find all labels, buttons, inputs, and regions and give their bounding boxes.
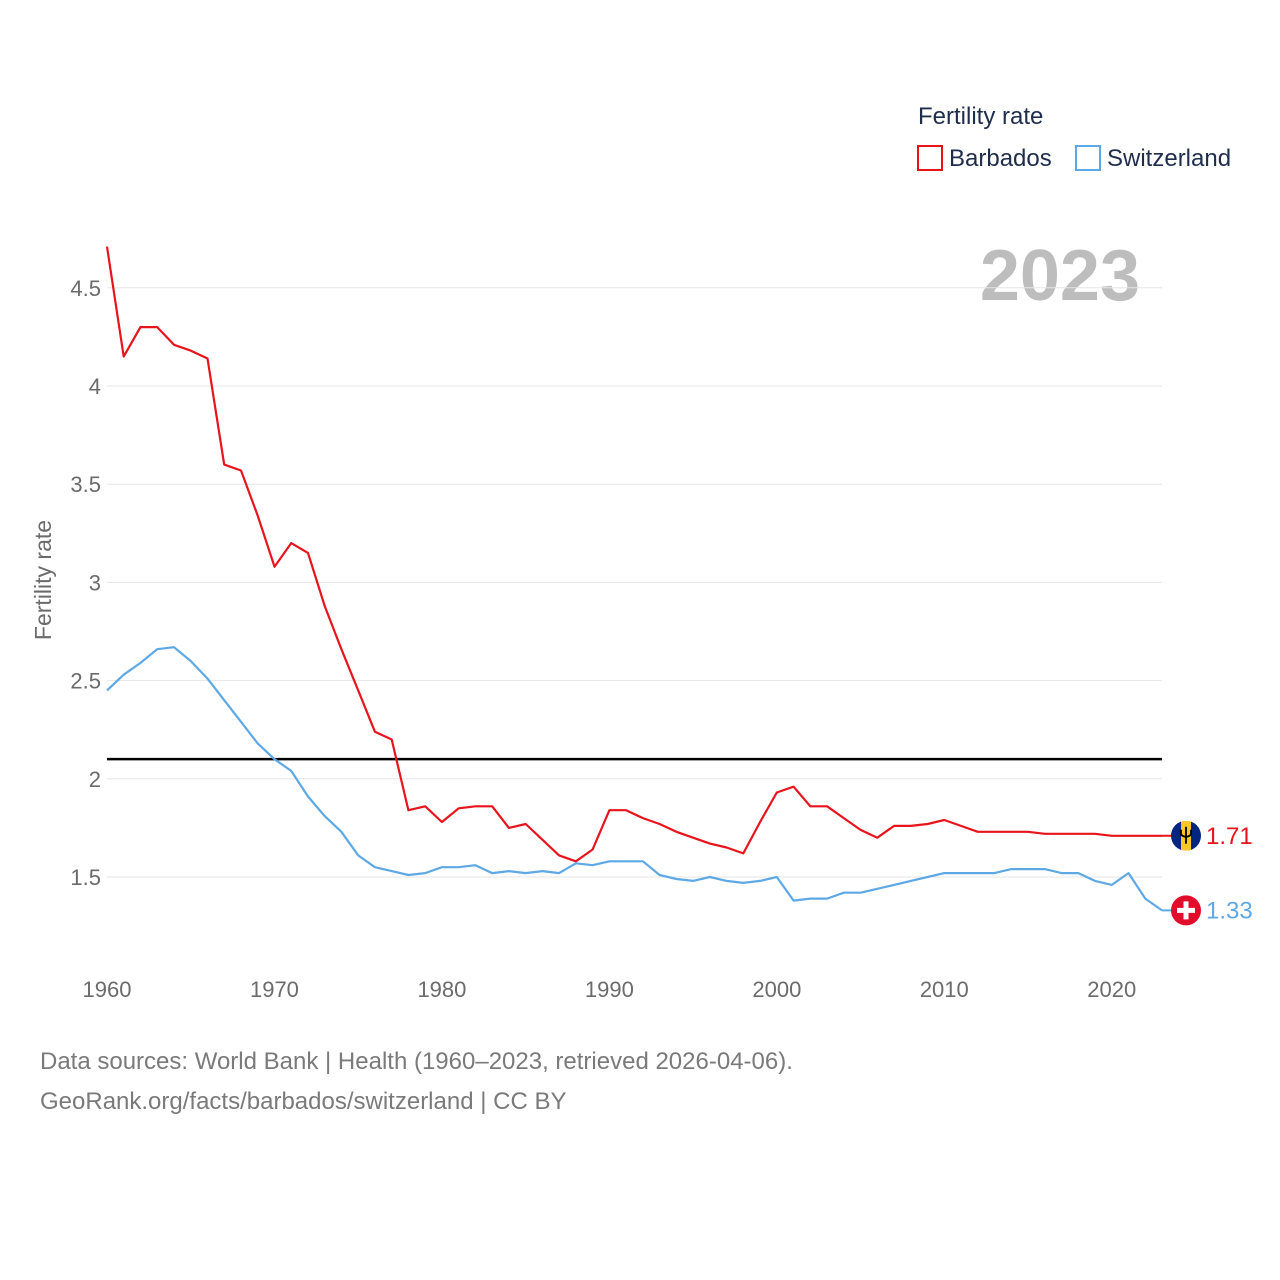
y-tick-label-2.5: 2.5 xyxy=(70,669,101,694)
x-tick-label-2000: 2000 xyxy=(752,977,801,1002)
switzerland-flag-icon xyxy=(1171,895,1201,926)
credit-line: GeoRank.org/facts/barbados/switzerland |… xyxy=(40,1088,567,1115)
series-lines xyxy=(105,246,1163,912)
source-line: Data sources: World Bank | Health (1960–… xyxy=(40,1048,793,1075)
barbados-flag-body xyxy=(1171,820,1201,851)
switzerland-cross-horizontal xyxy=(1177,907,1195,913)
y-tick-label-3.5: 3.5 xyxy=(70,472,101,497)
gridlines xyxy=(107,287,1162,878)
year-label: 2023 xyxy=(980,236,1140,316)
legend-label-barbados: Barbados xyxy=(949,145,1052,172)
y-tick-label-3: 3 xyxy=(89,570,101,595)
x-tick-label-1960: 1960 xyxy=(83,977,132,1002)
legend-label-switzerland: Switzerland xyxy=(1107,145,1231,172)
y-tick-label-1.5: 1.5 xyxy=(70,865,101,890)
x-axis-ticks: 1960 1970 1980 1990 2000 2010 2020 xyxy=(83,977,1137,1002)
end-markers: 1.71 1.33 xyxy=(1162,820,1253,926)
y-axis-label: Fertility rate xyxy=(30,520,56,640)
x-tick-label-2010: 2010 xyxy=(920,977,969,1002)
x-tick-label-2020: 2020 xyxy=(1087,977,1136,1002)
source-note: Data sources: World Bank | Health (1960–… xyxy=(40,1042,793,1122)
x-tick-label-1970: 1970 xyxy=(250,977,299,1002)
barbados-flag-icon xyxy=(1171,820,1201,851)
y-tick-label-4: 4 xyxy=(89,374,101,399)
end-label-switzerland: 1.33 xyxy=(1206,897,1253,924)
x-tick-label-1990: 1990 xyxy=(585,977,634,1002)
legend-item-barbados[interactable]: Barbados xyxy=(917,145,1052,172)
y-axis-ticks: 1.5 2 2.5 3 3.5 4 4.5 xyxy=(70,276,101,890)
legend-item-switzerland[interactable]: Switzerland xyxy=(1075,145,1231,172)
barbados-flag-left-band xyxy=(1171,820,1181,851)
end-label-barbados: 1.71 xyxy=(1206,823,1253,850)
barbados-trident-icon xyxy=(1180,826,1192,844)
legend-swatch-switzerland xyxy=(1075,145,1101,171)
series-line-switzerland xyxy=(106,646,1163,912)
y-tick-label-2: 2 xyxy=(89,767,101,792)
series-line-barbados xyxy=(105,246,1162,863)
barbados-flag-right-band xyxy=(1191,820,1201,851)
x-tick-label-1980: 1980 xyxy=(417,977,466,1002)
legend-title: Fertility rate xyxy=(918,103,1043,130)
y-tick-label-4.5: 4.5 xyxy=(70,276,101,301)
legend-swatch-barbados xyxy=(917,145,943,171)
